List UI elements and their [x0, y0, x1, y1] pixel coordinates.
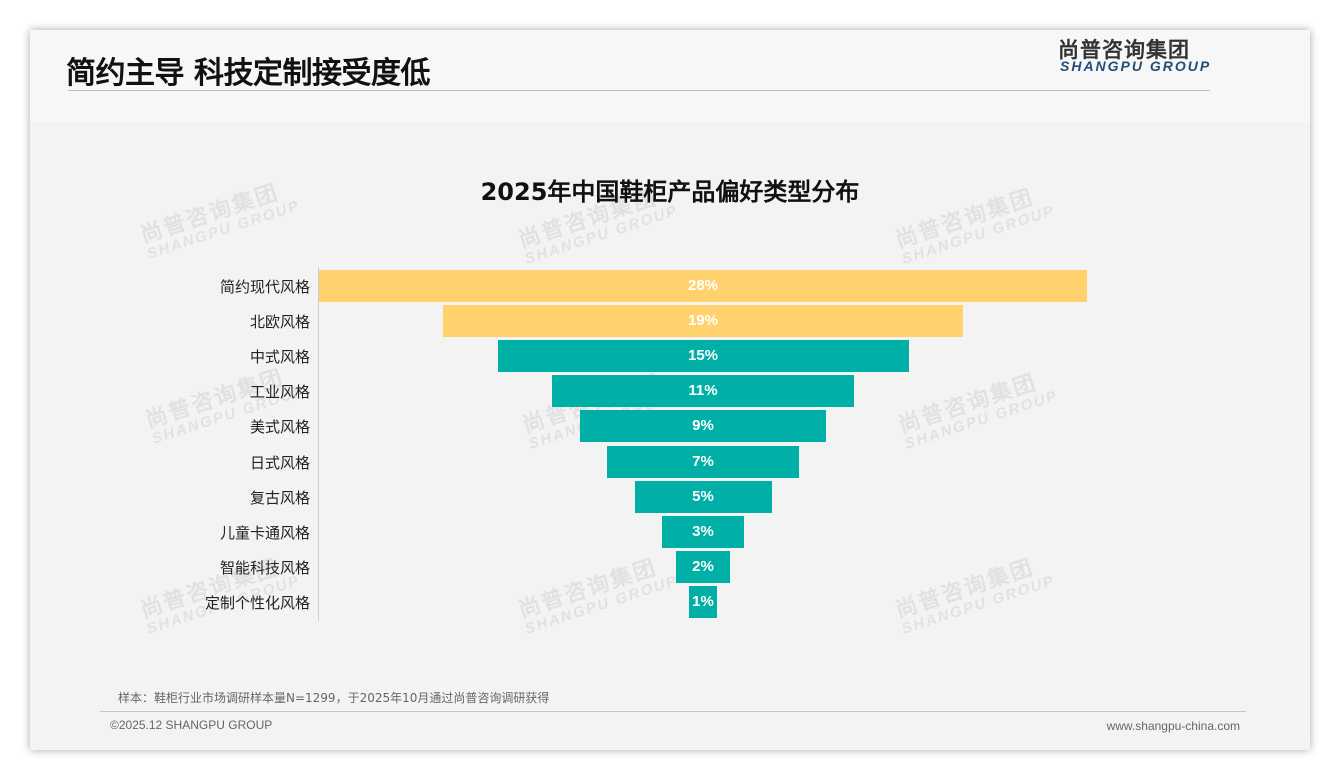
funnel-bar [579, 410, 827, 443]
category-label: 中式风格 [249, 348, 310, 367]
funnel-bar [319, 270, 1087, 302]
category-label: 智能科技风格 [219, 558, 310, 577]
category-label: 工业风格 [249, 383, 310, 402]
funnel-bar [552, 375, 854, 408]
category-label: 儿童卡通风格 [219, 523, 310, 542]
data-label: 19% [687, 312, 719, 330]
website-url: www.shangpu-china.com [1106, 719, 1240, 733]
data-label: 15% [687, 347, 719, 365]
funnel-bar [497, 340, 909, 373]
title-divider [68, 90, 1210, 91]
category-label: 日式风格 [249, 453, 310, 472]
chart-title: 2025年中国鞋柜产品偏好类型分布 [480, 178, 860, 206]
funnel-bar [607, 445, 799, 478]
funnel-bar [442, 305, 964, 338]
data-label: 3% [692, 522, 714, 540]
data-label: 7% [692, 452, 714, 470]
category-label: 定制个性化风格 [204, 593, 310, 612]
footer-divider [100, 711, 1246, 712]
category-label: 复古风格 [249, 488, 310, 507]
data-label: 2% [692, 557, 714, 575]
category-label: 简约现代风格 [219, 278, 310, 296]
data-label: 1% [692, 592, 714, 610]
slide-card [30, 30, 1310, 750]
data-label: 9% [692, 417, 714, 435]
funnel-bar [675, 550, 731, 583]
page-title: 简约主导 科技定制接受度低 [66, 56, 430, 91]
data-label: 11% [688, 382, 718, 400]
funnel-bar [634, 480, 772, 513]
logo-cn: 尚普咨询集团 [1058, 38, 1190, 62]
sample-note: 样本：鞋柜行业市场调研样本量N=1299，于2025年10月通过尚普咨询调研获得 [118, 691, 550, 705]
category-axis [318, 267, 319, 621]
category-label: 北欧风格 [249, 313, 310, 332]
funnel-bar [661, 515, 745, 548]
header [30, 30, 1310, 122]
logo-en: SHANGPU GROUP [1060, 58, 1212, 74]
copyright: ©2025.12 SHANGPU GROUP [110, 718, 273, 732]
data-label: 5% [692, 487, 714, 505]
data-label: 28% [687, 277, 719, 294]
funnel-bar [689, 585, 717, 618]
category-label: 美式风格 [249, 418, 310, 437]
